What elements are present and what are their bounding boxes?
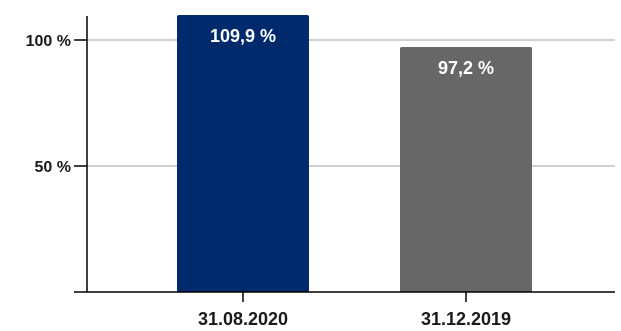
bar bbox=[177, 15, 309, 292]
x-tick-label: 31.12.2019 bbox=[421, 309, 511, 329]
bar-value-label: 109,9 % bbox=[210, 26, 276, 46]
gridlines bbox=[87, 39, 615, 167]
bars bbox=[177, 15, 532, 292]
axes bbox=[74, 16, 615, 302]
y-tick-label: 100 % bbox=[26, 33, 71, 50]
y-tick-label: 50 % bbox=[35, 159, 71, 176]
labels: 100 % 50 % 109,9 % 31.08.2020 97,2 % 31.12.20… bbox=[26, 26, 511, 329]
bar bbox=[400, 47, 532, 292]
bar-value-label: 97,2 % bbox=[438, 58, 494, 78]
x-tick-label: 31.08.2020 bbox=[198, 309, 288, 329]
